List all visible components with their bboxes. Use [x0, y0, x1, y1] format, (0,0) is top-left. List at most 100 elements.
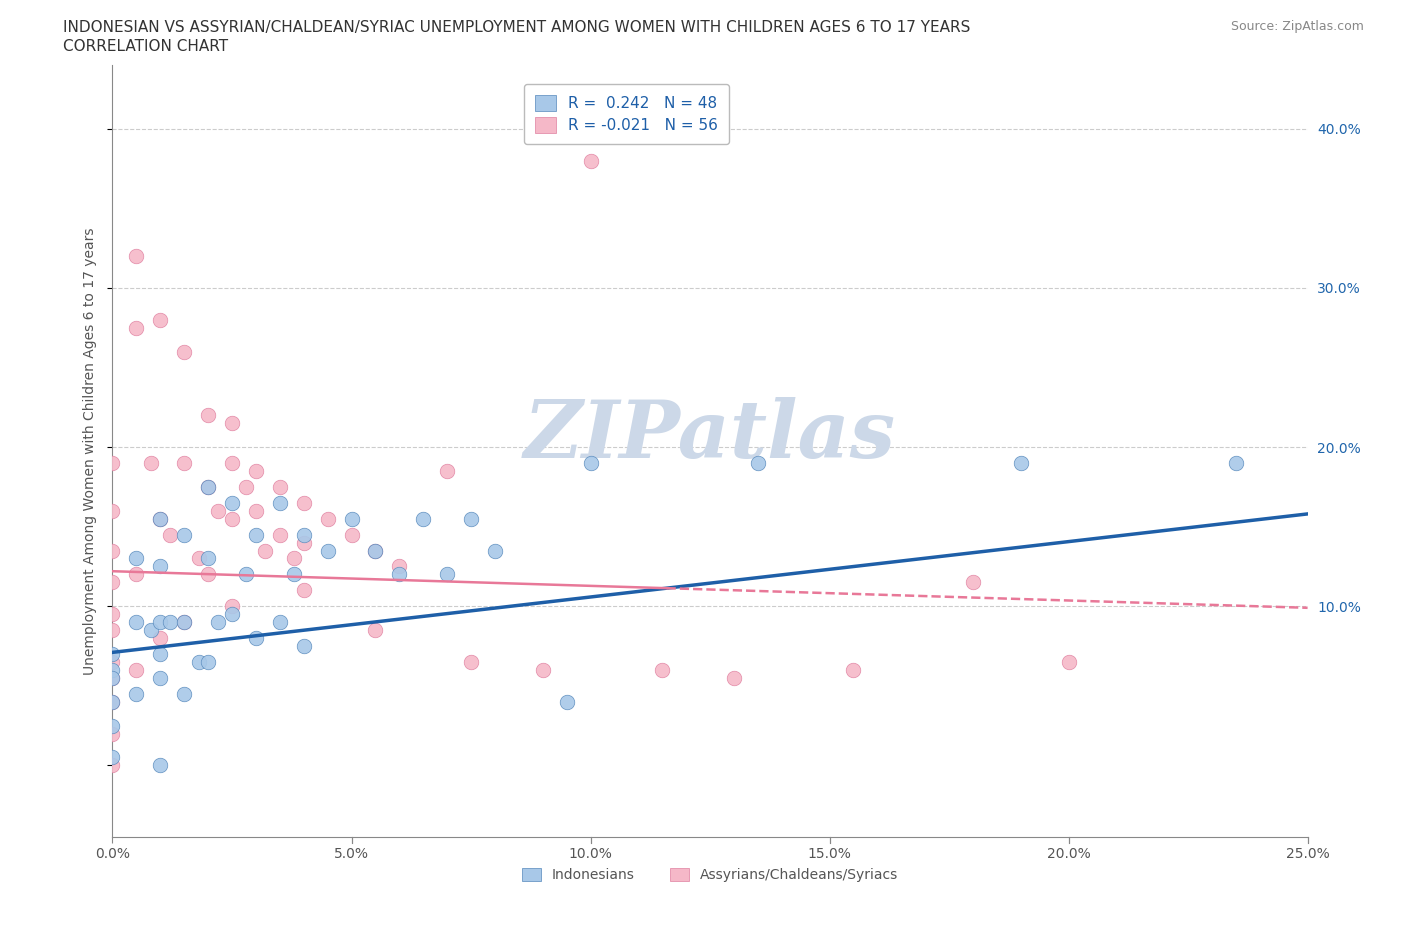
Point: [292, 527, 315, 542]
Point: [139, 456, 162, 471]
Point: [101, 655, 124, 670]
Point: [316, 512, 339, 526]
Point: [197, 480, 219, 495]
Point: [388, 567, 411, 582]
Point: [364, 543, 387, 558]
Point: [531, 662, 554, 677]
Point: [101, 718, 124, 733]
Point: [125, 567, 148, 582]
Point: [173, 344, 195, 359]
Point: [101, 695, 124, 710]
Point: [125, 615, 148, 630]
Point: [173, 615, 195, 630]
Point: [292, 583, 315, 598]
Point: [125, 662, 148, 677]
Point: [651, 662, 673, 677]
Point: [125, 248, 148, 263]
Text: CORRELATION CHART: CORRELATION CHART: [63, 39, 228, 54]
Point: [254, 543, 277, 558]
Point: [125, 551, 148, 566]
Point: [149, 646, 172, 661]
Point: [316, 543, 339, 558]
Point: [962, 575, 984, 590]
Point: [579, 153, 602, 168]
Point: [101, 646, 124, 661]
Point: [723, 671, 745, 685]
Point: [173, 615, 195, 630]
Point: [149, 312, 172, 327]
Point: [283, 551, 305, 566]
Point: [269, 496, 291, 511]
Point: [101, 623, 124, 638]
Point: [101, 671, 124, 685]
Point: [149, 559, 172, 574]
Point: [207, 615, 229, 630]
Point: [221, 599, 243, 614]
Point: [283, 567, 305, 582]
Text: INDONESIAN VS ASSYRIAN/CHALDEAN/SYRIAC UNEMPLOYMENT AMONG WOMEN WITH CHILDREN AG: INDONESIAN VS ASSYRIAN/CHALDEAN/SYRIAC U…: [63, 20, 970, 35]
Point: [269, 615, 291, 630]
Point: [149, 671, 172, 685]
Point: [187, 551, 209, 566]
Point: [340, 512, 363, 526]
Point: [292, 496, 315, 511]
Point: [173, 527, 195, 542]
Point: [221, 416, 243, 431]
Point: [101, 503, 124, 518]
Point: [245, 463, 267, 478]
Point: [364, 543, 387, 558]
Point: [173, 686, 195, 701]
Point: [149, 758, 172, 773]
Point: [197, 567, 219, 582]
Point: [197, 551, 219, 566]
Point: [292, 639, 315, 654]
Point: [235, 567, 257, 582]
Point: [173, 456, 195, 471]
Point: [101, 606, 124, 621]
Point: [245, 631, 267, 645]
Point: [125, 686, 148, 701]
Text: ZIPatlas: ZIPatlas: [524, 397, 896, 474]
Text: Source: ZipAtlas.com: Source: ZipAtlas.com: [1230, 20, 1364, 33]
Point: [1010, 456, 1032, 471]
Point: [101, 750, 124, 764]
Point: [412, 512, 434, 526]
Point: [436, 463, 458, 478]
Point: [101, 662, 124, 677]
Point: [159, 615, 181, 630]
Point: [221, 456, 243, 471]
Point: [579, 456, 602, 471]
Point: [364, 623, 387, 638]
Point: [1225, 456, 1247, 471]
Point: [221, 496, 243, 511]
Point: [340, 527, 363, 542]
Point: [159, 527, 181, 542]
Point: [101, 543, 124, 558]
Point: [187, 655, 209, 670]
Point: [207, 503, 229, 518]
Point: [1057, 655, 1080, 670]
Point: [747, 456, 769, 471]
Point: [555, 695, 578, 710]
Y-axis label: Unemployment Among Women with Children Ages 6 to 17 years: Unemployment Among Women with Children A…: [83, 227, 97, 675]
Point: [149, 631, 172, 645]
Point: [139, 623, 162, 638]
Point: [101, 726, 124, 741]
Point: [101, 575, 124, 590]
Point: [235, 480, 257, 495]
Point: [149, 512, 172, 526]
Point: [388, 559, 411, 574]
Point: [125, 320, 148, 335]
Point: [436, 567, 458, 582]
Point: [221, 512, 243, 526]
Point: [149, 615, 172, 630]
Point: [149, 512, 172, 526]
Point: [460, 512, 482, 526]
Point: [269, 480, 291, 495]
Point: [197, 407, 219, 422]
Point: [245, 527, 267, 542]
Point: [197, 655, 219, 670]
Point: [221, 606, 243, 621]
Point: [842, 662, 865, 677]
Point: [484, 543, 506, 558]
